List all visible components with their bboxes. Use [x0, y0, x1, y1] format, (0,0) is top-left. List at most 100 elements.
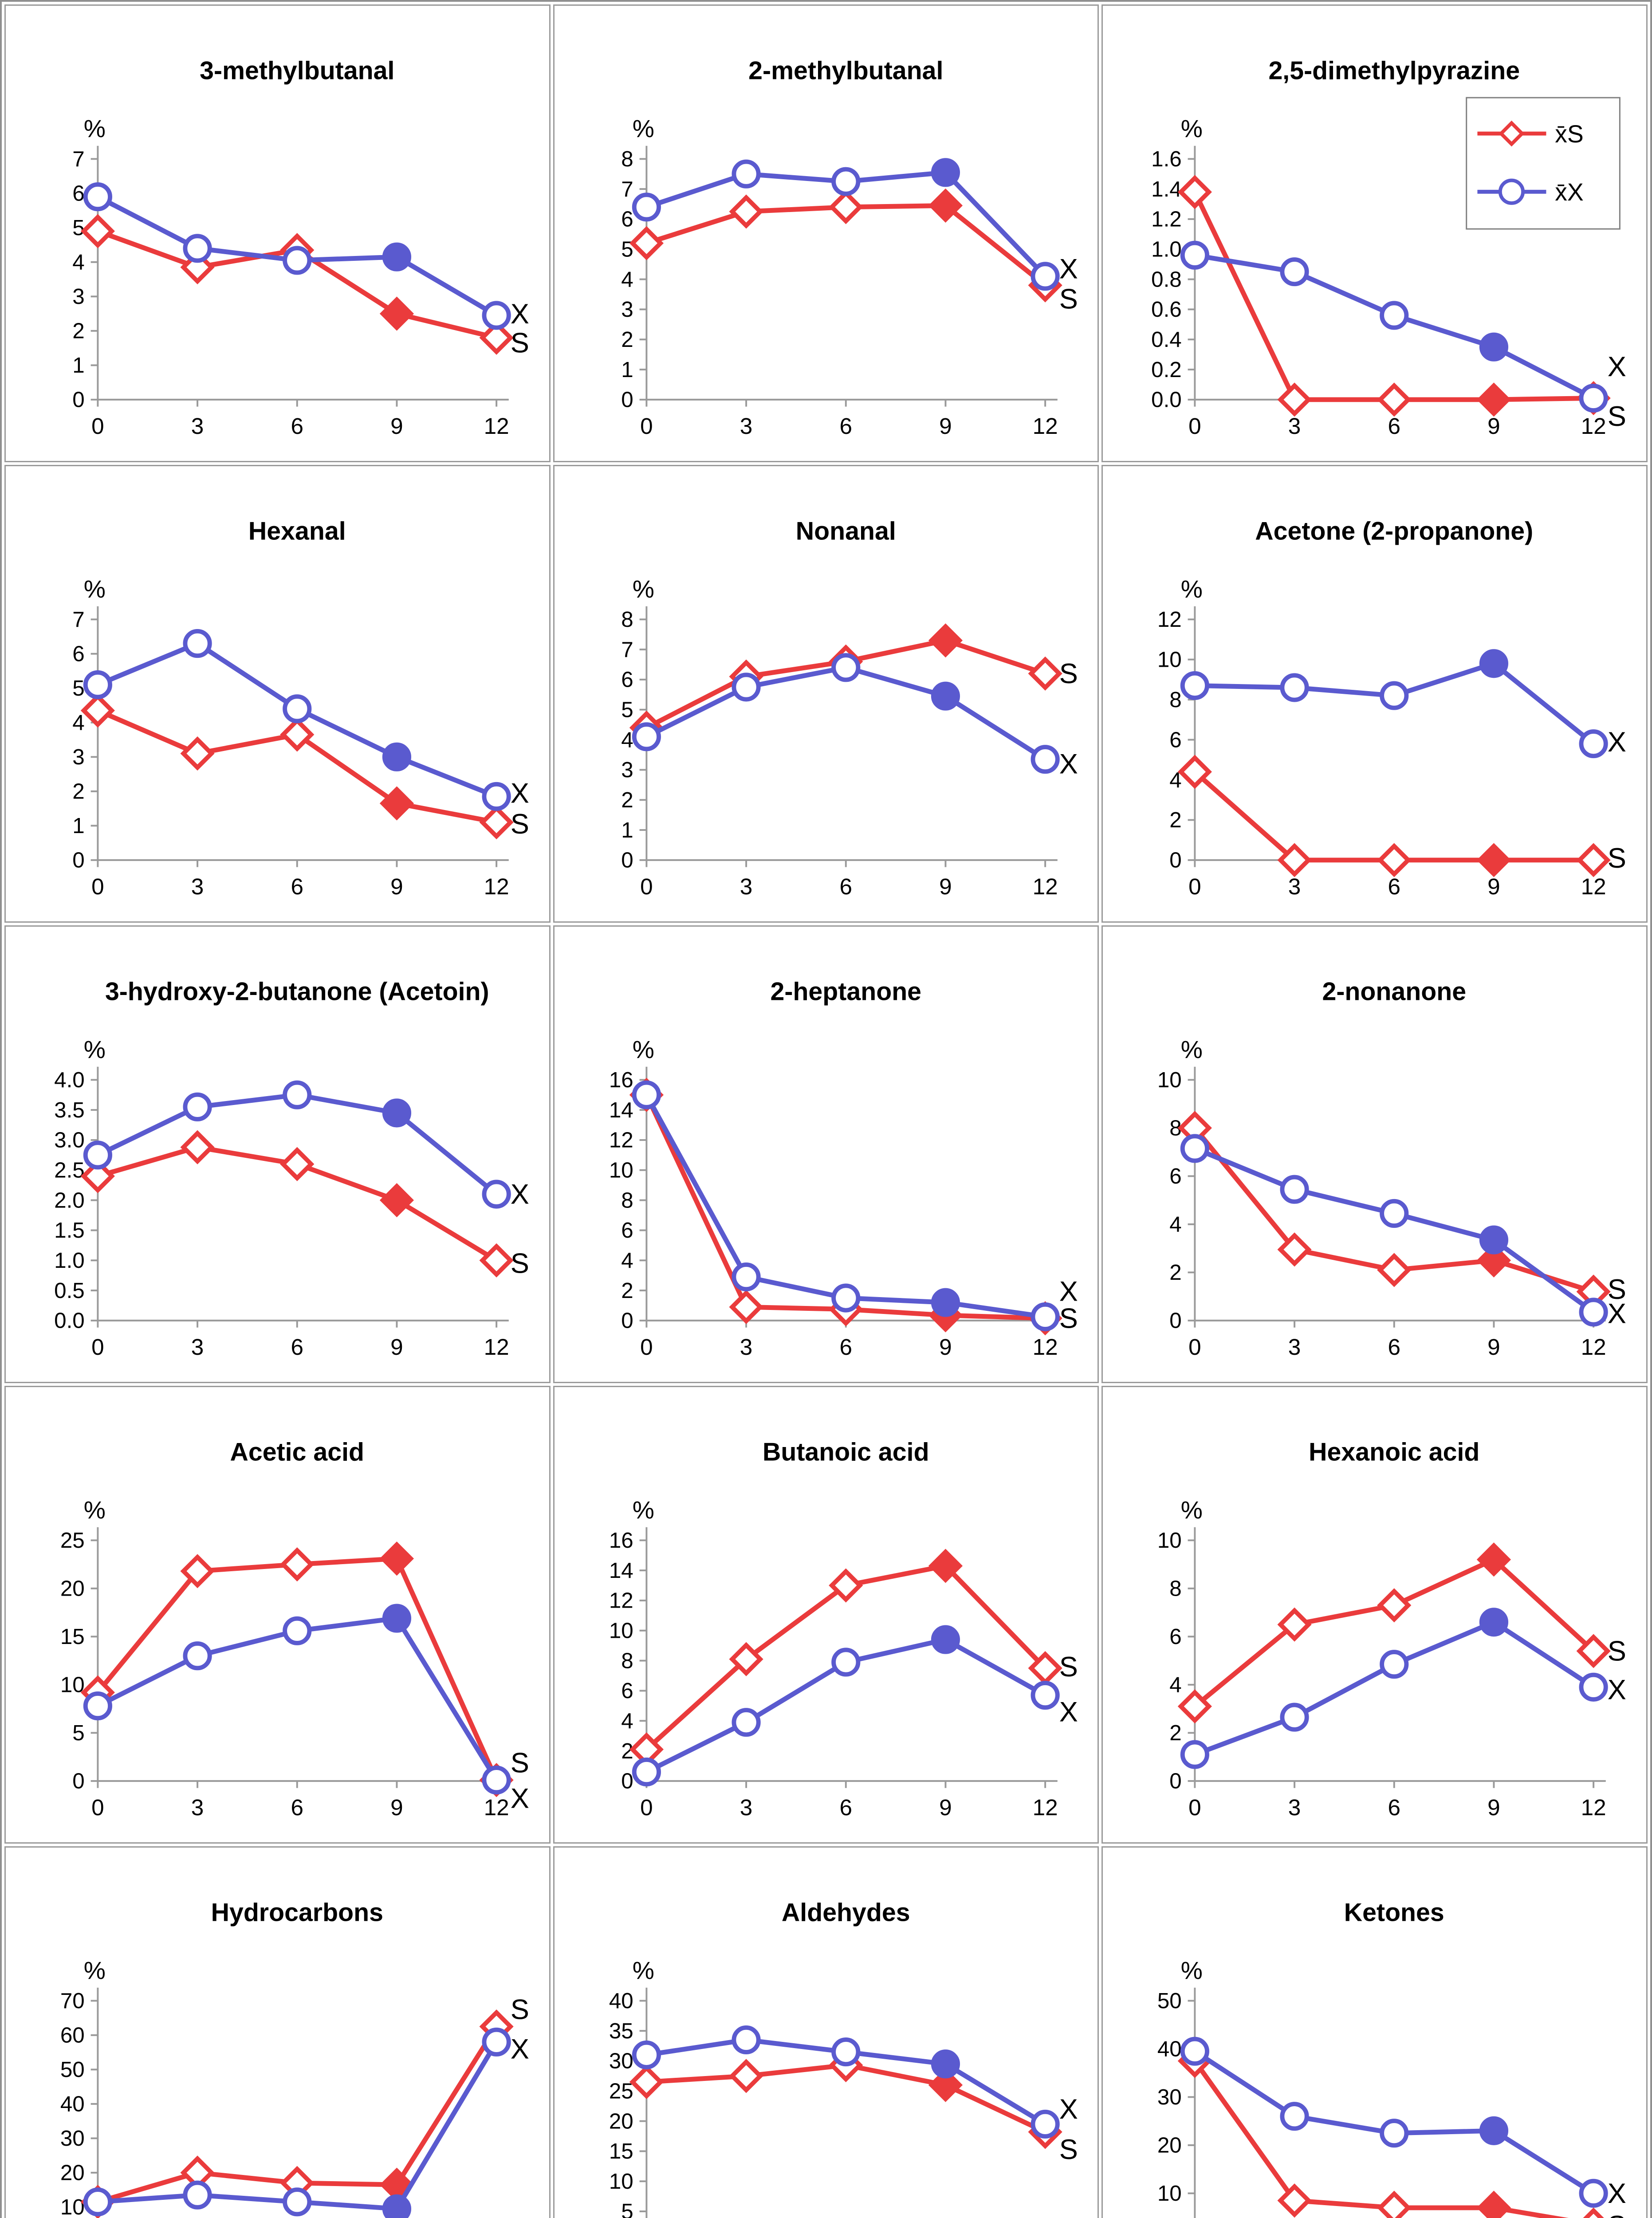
y-tick-label: 8 [621, 1188, 633, 1212]
data-point-X-circle [931, 681, 960, 711]
data-point-X-circle [632, 1757, 661, 1787]
series-S-line [96, 1556, 499, 1781]
legend-circle-icon [1499, 178, 1525, 205]
y-tick-label: 4 [1170, 1673, 1182, 1697]
y-tick-label: 8 [1170, 688, 1182, 712]
y-tick-label: 7 [621, 637, 633, 662]
data-point-X-circle [931, 158, 960, 187]
end-label-X: X [1608, 351, 1626, 382]
y-tick-label: 6 [72, 181, 84, 206]
y-tick-label: 2 [1170, 808, 1182, 832]
y-tick-label: 14 [609, 1098, 633, 1122]
x-tick-label: 12 [1581, 1334, 1606, 1360]
data-point-X-circle [482, 2027, 511, 2057]
x-tick-label: 0 [91, 1334, 104, 1360]
chart-3-hydroxy-2-butanone-acetoin: 3-hydroxy-2-butanone (Acetoin)% 0.0 0.5 1.0… [54, 978, 529, 1360]
data-point-S-diamond [729, 1642, 763, 1676]
x-tick-label: 6 [1388, 874, 1401, 899]
data-point-S-diamond [1178, 755, 1212, 789]
panel-ketones: Ketones%01020304050036912SX [1101, 1846, 1648, 2218]
data-point-X-circle [931, 1625, 960, 1654]
x-tick-label: 3 [739, 413, 752, 439]
y-tick-label: 6 [1170, 728, 1182, 752]
end-label-X: X [1608, 1298, 1626, 1329]
data-point-X-circle [1479, 332, 1509, 362]
x-tick-label: 3 [191, 874, 204, 899]
data-point-X-circle [1380, 1650, 1409, 1679]
y-tick-label: 5 [72, 1721, 84, 1745]
y-tick-label: 2 [621, 788, 633, 812]
end-label-X: X [511, 2034, 529, 2065]
y-tick-label: 16 [609, 1068, 633, 1092]
x-tick-label: 0 [1188, 413, 1201, 439]
y-tick-label: 3.5 [54, 1098, 85, 1122]
chart-title: 2-nonanone [1322, 978, 1467, 1006]
y-tick-label: 10 [1157, 1068, 1182, 1092]
data-point-X-circle [1380, 1199, 1409, 1228]
data-point-S-diamond [280, 1547, 315, 1582]
end-label-X: X [511, 299, 529, 330]
data-point-X-circle [183, 234, 212, 263]
data-point-X-circle [831, 167, 861, 196]
x-tick-label: 12 [1032, 874, 1058, 899]
chart-title: 2,5-dimethylpyrazine [1269, 57, 1520, 85]
legend-label-x: x̄X [1555, 178, 1584, 206]
data-point-S-diamond [180, 736, 215, 771]
data-point-X-circle [1579, 1672, 1609, 1702]
data-point-S-diamond [1377, 382, 1412, 417]
data-point-X-circle [632, 193, 661, 222]
data-point-X-circle [283, 694, 312, 724]
data-point-X-circle [931, 1288, 960, 1317]
y-tick-label: 25 [60, 1528, 85, 1553]
y-tick-label: 6 [621, 668, 633, 692]
x-tick-label: 9 [1488, 874, 1501, 899]
y-tick-label: 40 [60, 2092, 85, 2116]
y-tick-label: 2 [621, 1278, 633, 1303]
x-tick-label: 0 [91, 413, 104, 439]
x-tick-label: 0 [91, 874, 104, 899]
y-axis-unit-label: % [632, 575, 654, 603]
end-label-X: X [1059, 1276, 1078, 1307]
end-label-X: X [511, 1179, 529, 1210]
x-tick-label: 6 [1388, 413, 1401, 439]
chart-title: Ketones [1344, 1899, 1444, 1927]
data-point-S-diamond [1477, 2190, 1511, 2218]
data-point-S-diamond [379, 1541, 414, 1576]
data-point-S-diamond [1377, 1253, 1412, 1287]
data-point-X-circle [831, 653, 861, 682]
x-tick-label: 3 [191, 1334, 204, 1360]
y-tick-label: 6 [621, 207, 633, 232]
end-label-S: S [1059, 283, 1078, 315]
y-tick-label: 30 [60, 2126, 85, 2151]
data-point-X-circle [382, 242, 412, 271]
x-tick-label: 9 [1488, 1795, 1501, 1820]
data-point-S-diamond [928, 1549, 963, 1583]
data-point-S-diamond [1477, 843, 1511, 877]
data-point-X-circle [1031, 262, 1060, 291]
y-tick-label: 3.0 [54, 1128, 85, 1152]
data-point-S-diamond [1277, 843, 1312, 877]
y-tick-label: 12 [609, 1128, 633, 1152]
data-point-S-diamond [1178, 175, 1212, 209]
x-tick-label: 0 [1188, 874, 1201, 899]
x-tick-label: 3 [739, 1795, 752, 1820]
y-tick-label: 1.0 [54, 1248, 85, 1273]
y-tick-label: 4 [621, 267, 633, 291]
x-tick-label: 9 [390, 874, 403, 899]
data-point-X-circle [1479, 649, 1509, 678]
legend-box [1466, 97, 1621, 230]
x-tick-label: 0 [1188, 1795, 1201, 1820]
x-tick-label: 9 [939, 1795, 952, 1820]
panel-acetone-2-propanone: Acetone (2-propanone)% 0 2 4 6 8 10 12 0 3 6 9 12 S X [1101, 465, 1648, 923]
data-point-X-circle [831, 2037, 861, 2067]
data-point-X-circle [83, 670, 112, 700]
x-tick-label: 3 [1288, 413, 1301, 439]
series-X-line [644, 1093, 1046, 1319]
y-tick-label: 8 [1170, 1577, 1182, 1601]
y-tick-label: 5 [621, 237, 633, 262]
end-label-S: S [511, 1248, 529, 1279]
y-axis-unit-label: % [1181, 1957, 1203, 1984]
